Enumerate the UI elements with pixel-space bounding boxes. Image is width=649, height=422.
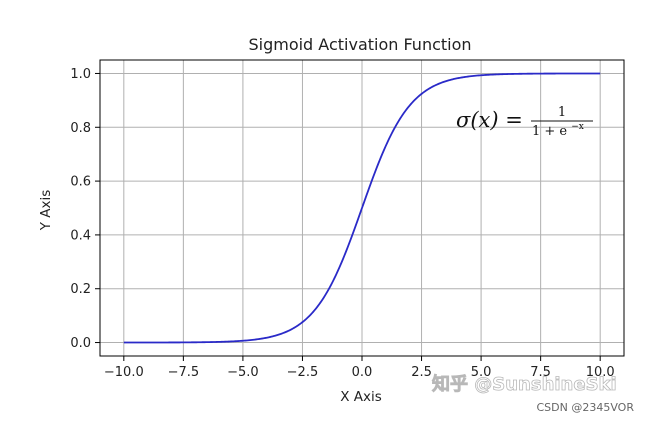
formula-annotation: σ(x) = 1 1 + e −x: [456, 105, 593, 139]
x-tick-label: 10.0: [586, 365, 615, 380]
y-tick-label: 0.8: [70, 121, 91, 136]
y-tick-label: 1.0: [70, 67, 91, 82]
x-tick-label: 7.5: [530, 365, 551, 380]
x-tick-label: 0.0: [352, 365, 373, 380]
y-tick-label: 0.6: [70, 175, 91, 190]
plot-lines: [123, 72, 601, 344]
x-tick-label: −7.5: [168, 365, 200, 380]
x-tick-label: −2.5: [287, 365, 319, 380]
y-tick-label: 0.4: [70, 228, 91, 243]
formula-denominator-base: 1 + e: [532, 124, 567, 139]
formula-numerator: 1: [558, 105, 566, 120]
watermark-text: 知乎 @SunshineSki: [432, 373, 617, 395]
sigmoid-curve: [123, 72, 601, 344]
formula-denominator: 1 + e −x: [532, 122, 584, 139]
x-tick-label: −10.0: [104, 365, 144, 380]
x-axis-label: X Axis: [340, 389, 382, 405]
grid: [100, 60, 624, 356]
x-tick-label: 5.0: [471, 365, 492, 380]
axis-ticks: −10.0 −7.5 −5.0 −2.5 0.0 2.5 5.0 7.5 10.0 0.0 0.2 0…: [70, 67, 614, 380]
x-tick-label: −5.0: [227, 365, 259, 380]
plot-frame: [99, 59, 625, 357]
formula-lhs: σ(x) =: [456, 108, 530, 132]
y-tick-label: 0.0: [70, 336, 91, 351]
x-tick-label: 2.5: [411, 365, 432, 380]
watermark-credit: CSDN @2345VOR: [537, 401, 635, 414]
chart-title: Sigmoid Activation Function: [248, 35, 471, 54]
formula-exponent: −x: [571, 122, 584, 132]
y-tick-label: 0.2: [70, 282, 91, 297]
y-axis-label: Y Axis: [38, 190, 54, 232]
